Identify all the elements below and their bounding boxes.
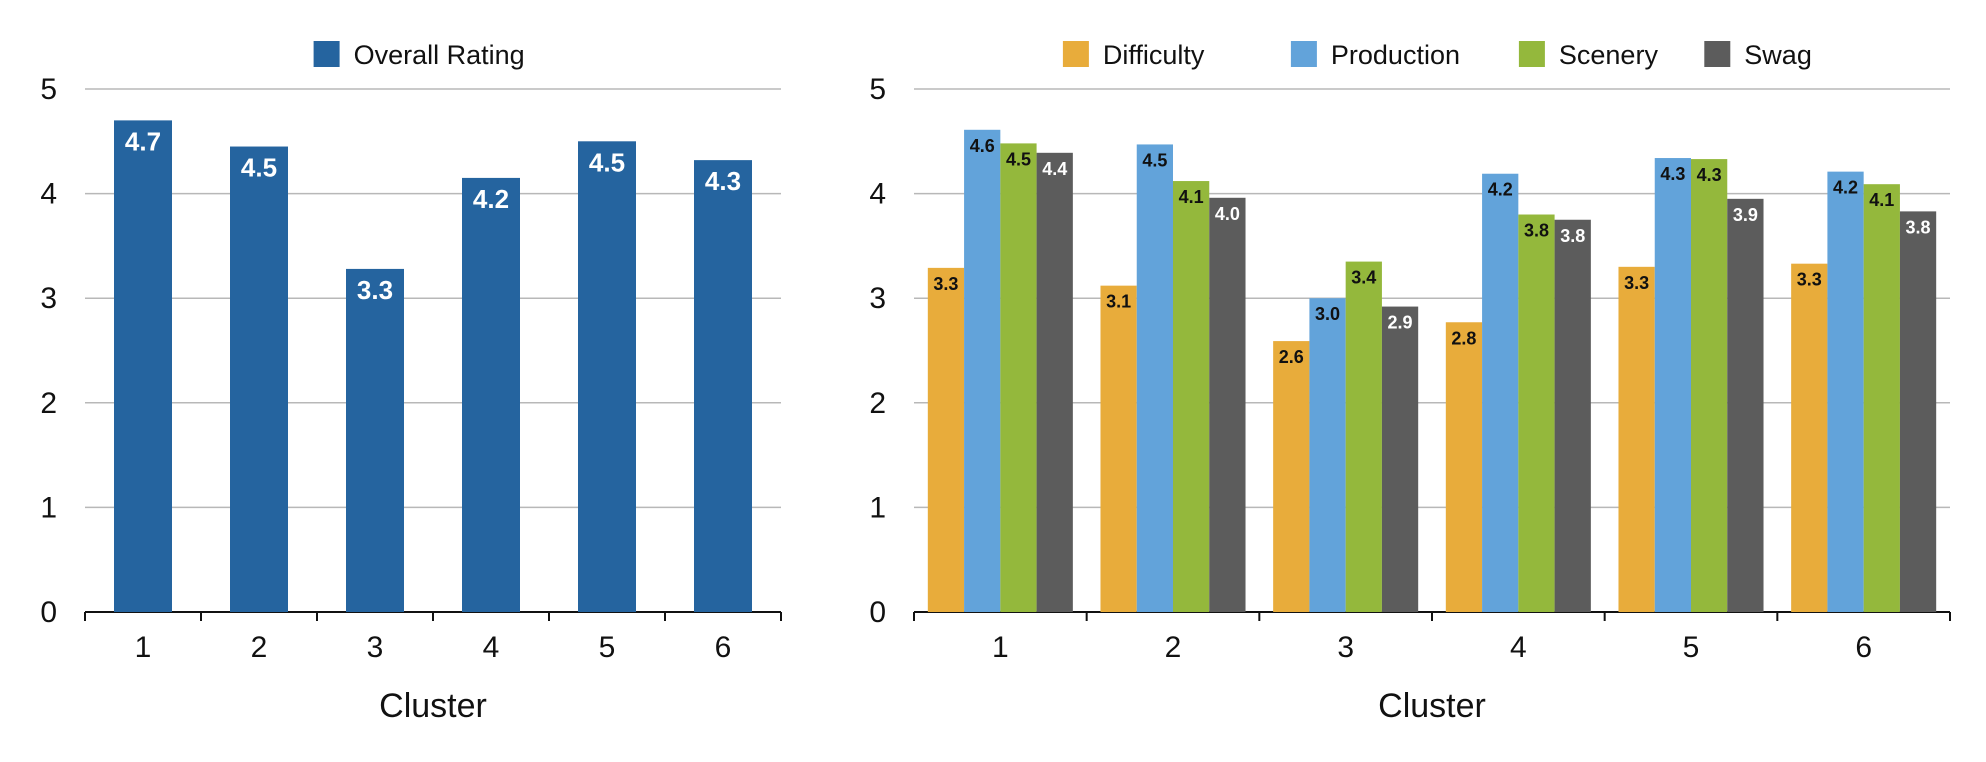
data-label: 2.8 [1451,328,1476,348]
data-label: 4.5 [241,153,277,183]
y-tick-label: 3 [40,282,57,315]
data-label: 4.0 [1215,204,1240,224]
y-tick-label: 0 [869,596,886,629]
data-label: 3.8 [1524,221,1549,241]
data-label: 4.1 [1179,187,1204,207]
bar-production [1482,173,1519,612]
data-label: 4.1 [1869,190,1894,210]
data-label: 3.3 [1797,270,1822,290]
x-tick-label: 5 [1683,631,1700,664]
bar-swag [1381,306,1419,612]
data-label: 3.4 [1351,268,1376,288]
x-tick-label: 1 [992,631,1009,664]
y-tick-label: 5 [869,73,886,106]
data-label: 3.3 [357,275,393,305]
legend-label: Overall Rating [354,40,525,70]
bar-production [964,129,1001,612]
bar-production [1309,298,1346,612]
bar-overall-rating [230,146,288,612]
data-label: 3.3 [1624,273,1649,293]
bar-difficulty [927,267,965,612]
legend-swatch [1518,41,1545,67]
data-label: 4.5 [1142,150,1167,170]
bar-swag [1899,211,1937,612]
x-tick-label: 2 [1165,631,1182,664]
bar-scenery [1863,184,1900,612]
bar-scenery [1518,214,1555,612]
category-ratings-chart: 0 1 2 3 4 5 1 2 3 4 5 6 Cluster 3.3 3.1 2.6 2.8 3.3 3.3 4.6… [869,40,1951,725]
data-label: 3.1 [1106,292,1131,312]
bar-production [1654,158,1691,612]
data-label: 4.2 [473,184,509,214]
bar-difficulty [1445,322,1483,612]
bar-swag [1209,197,1246,612]
x-tick-label: 6 [715,631,732,664]
x-tick-label: 1 [135,631,152,664]
bar-scenery [1000,143,1037,612]
data-label: 3.8 [1906,217,1931,237]
bar-overall-rating [346,268,404,612]
y-tick-label: 5 [40,73,57,106]
data-label: 3.8 [1560,226,1585,246]
x-tick-label: 2 [251,631,268,664]
x-tick-label: 3 [1337,631,1354,664]
x-tick-label: 5 [599,631,616,664]
bar-difficulty [1100,285,1137,612]
bar-production [1827,171,1864,612]
y-tick-label: 4 [869,178,886,211]
legend-label: Scenery [1559,40,1659,70]
y-tick-label: 4 [40,178,57,211]
x-tick-label: 3 [367,631,384,664]
data-label: 4.6 [970,136,995,156]
data-label: 3.3 [933,274,958,294]
y-tick-label: 2 [869,387,886,420]
x-tick-label: 4 [1510,631,1527,664]
x-tick-label: 4 [483,631,500,664]
bar-difficulty [1273,341,1310,612]
data-label: 3.9 [1733,205,1758,225]
y-tick-label: 0 [40,596,57,629]
x-axis-title: Cluster [379,687,487,725]
legend-swatch [1062,41,1089,67]
data-label: 4.3 [1660,164,1685,184]
bar-overall-rating [578,141,636,613]
data-label: 2.9 [1388,313,1413,333]
legend-swatch [313,41,340,67]
overall-rating-chart: 0 1 2 3 4 5 1 2 3 4 5 6 Cluster 4.7 4.5 3.3 4.2 4.5 4.3 Ove… [40,40,782,725]
bar-difficulty [1791,263,1828,612]
legend-label: Difficulty [1103,40,1205,70]
y-tick-label: 1 [869,491,886,524]
y-tick-label: 3 [869,282,886,315]
bar-production [1136,144,1173,613]
data-label: 4.5 [589,147,625,177]
bar-difficulty [1618,266,1655,612]
legend-label: Production [1331,40,1460,70]
bar-overall-rating [114,120,172,612]
bar-swag [1727,198,1764,612]
bar-scenery [1691,159,1728,612]
bar-overall-rating [694,160,752,613]
data-label: 4.5 [1006,149,1031,169]
bar-scenery [1345,261,1382,612]
legend-label: Swag [1744,40,1812,70]
data-label: 4.3 [705,166,741,196]
y-tick-label: 2 [40,387,57,420]
bar-swag [1036,152,1073,612]
x-tick-label: 6 [1855,631,1872,664]
legend-swatch [1704,41,1731,67]
data-label: 2.6 [1279,347,1304,367]
bar-swag [1554,219,1591,612]
data-label: 4.7 [125,126,161,156]
x-axis-title: Cluster [1378,687,1486,725]
data-label: 4.2 [1833,178,1858,198]
legend-swatch [1290,41,1317,67]
bar-overall-rating [462,177,520,612]
data-label: 4.3 [1697,165,1722,185]
data-label: 3.0 [1315,304,1340,324]
bar-scenery [1173,181,1210,612]
data-label: 4.2 [1488,180,1513,200]
y-tick-label: 1 [40,491,57,524]
data-label: 4.4 [1042,159,1067,179]
